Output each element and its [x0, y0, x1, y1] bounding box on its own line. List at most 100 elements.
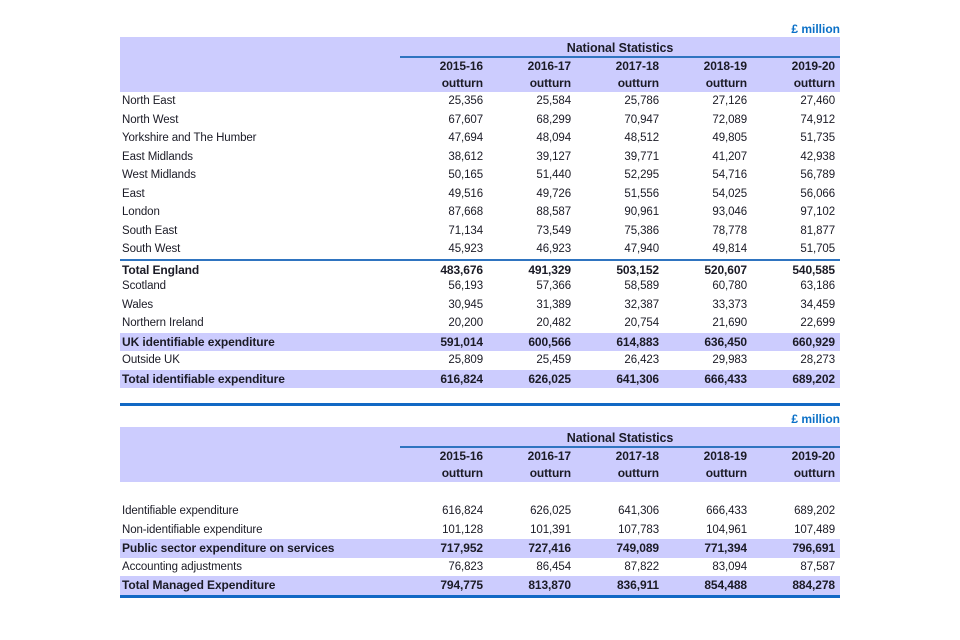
row-label: Identifiable expenditure — [122, 505, 239, 517]
table-row: Total England 483,676 491,329 503,152 520,60… — [120, 258, 840, 278]
row-label: Yorkshire and The Humber — [122, 132, 257, 144]
header-label-spacer — [120, 427, 400, 482]
cell-value: 25,459 — [536, 354, 571, 366]
cell-value: 491,329 — [528, 262, 571, 277]
row-label: Accounting adjustments — [122, 560, 242, 573]
cell-value: 104,961 — [706, 523, 747, 536]
column-sub-header: outturn — [441, 466, 483, 480]
cell-value: 26,423 — [624, 354, 659, 366]
cell-value: 76,823 — [448, 560, 483, 573]
cell-value: 520,607 — [704, 262, 747, 277]
cell-value: 87,587 — [800, 560, 835, 573]
cell-value: 60,780 — [712, 280, 747, 292]
cell-value: 38,612 — [448, 150, 483, 163]
row-label: Northern Ireland — [122, 317, 204, 329]
cell-value: 20,482 — [536, 317, 571, 329]
cell-value: 25,356 — [448, 95, 483, 107]
cell-value: 101,128 — [442, 523, 483, 536]
table-row: Total Managed Expenditure 794,775 813,870 8… — [120, 576, 840, 595]
cell-value: 50,165 — [448, 169, 483, 181]
cell-value: 49,814 — [712, 243, 747, 255]
table-bottom-rule — [120, 403, 840, 406]
column-year-headers: 2015-16 2016-17 2017-18 2018-19 2019-20 — [400, 448, 840, 465]
row-label: North East — [122, 95, 176, 107]
table-row: South West 45,923 46,923 47,940 49,814 51,705 — [120, 240, 840, 259]
column-sub-header: outturn — [529, 76, 571, 90]
cell-value: 81,877 — [800, 224, 835, 237]
cell-value: 45,923 — [448, 243, 483, 255]
cell-value: 33,373 — [712, 298, 747, 311]
cell-value: 49,805 — [712, 132, 747, 144]
table-body: North East 25,356 25,584 25,786 27,126 27,460… — [120, 92, 840, 388]
cell-value: 72,089 — [712, 113, 747, 126]
cell-value: 27,126 — [712, 95, 747, 107]
cell-value: 771,394 — [704, 541, 747, 555]
cell-value: 854,488 — [704, 578, 747, 592]
row-label: Public sector expenditure on services — [122, 541, 335, 555]
column-year-header: 2018-19 — [703, 59, 747, 73]
cell-value: 88,587 — [536, 206, 571, 218]
row-label: Scotland — [122, 280, 166, 292]
cell-value: 56,066 — [800, 187, 835, 200]
column-year-header: 2018-19 — [703, 449, 747, 463]
column-year-header: 2019-20 — [791, 59, 835, 73]
cell-value: 68,299 — [536, 113, 571, 126]
cell-value: 52,295 — [624, 169, 659, 181]
table-header-band: National Statistics 2015-16 2016-17 2017-1… — [120, 37, 840, 92]
cell-value: 70,947 — [624, 113, 659, 126]
row-label: Wales — [122, 298, 154, 311]
cell-value — [752, 482, 840, 502]
cell-value: 78,778 — [712, 224, 747, 237]
row-label: North West — [122, 113, 179, 126]
cell-value: 22,699 — [800, 317, 835, 329]
row-label: West Midlands — [122, 169, 196, 181]
total-managed-expenditure-table: £ million National Statistics 2015-16 201… — [120, 411, 840, 598]
cell-value: 641,306 — [616, 371, 659, 386]
cell-value: 56,789 — [800, 169, 835, 181]
column-sub-header: outturn — [793, 76, 835, 90]
cell-value: 25,809 — [448, 354, 483, 366]
cell-value: 641,306 — [618, 505, 659, 517]
row-label: Non-identifiable expenditure — [122, 523, 263, 536]
column-sub-header: outturn — [441, 76, 483, 90]
cell-value: 666,433 — [706, 505, 747, 517]
identifiable-expenditure-by-region-table: £ million National Statistics 2015-16 201… — [120, 21, 840, 406]
table-row: North East 25,356 25,584 25,786 27,126 27,460 — [120, 92, 840, 111]
header-label-spacer — [120, 37, 400, 92]
cell-value: 591,014 — [440, 334, 483, 349]
table-row: Non-identifiable expenditure 101,128 101,3… — [120, 521, 840, 540]
cell-value: 83,094 — [712, 560, 747, 573]
cell-value: 689,202 — [792, 371, 835, 386]
row-label: South West — [122, 243, 181, 255]
cell-value: 660,929 — [792, 334, 835, 349]
column-sub-headers: outturn outturn outturn outturn outturn — [400, 465, 840, 482]
cell-value: 689,202 — [794, 505, 835, 517]
column-year-header: 2017-18 — [615, 449, 659, 463]
cell-value: 636,450 — [704, 334, 747, 349]
cell-value: 86,454 — [536, 560, 571, 573]
cell-value — [488, 482, 576, 502]
cell-value: 39,127 — [536, 150, 571, 163]
cell-value: 107,489 — [794, 523, 835, 536]
cell-value: 46,923 — [536, 243, 571, 255]
cell-value: 600,566 — [528, 334, 571, 349]
group-header-rule — [400, 446, 840, 448]
cell-value: 20,200 — [448, 317, 483, 329]
column-year-headers: 2015-16 2016-17 2017-18 2018-19 2019-20 — [400, 58, 840, 75]
cell-value: 51,705 — [800, 243, 835, 255]
cell-value: 836,911 — [616, 578, 659, 592]
unit-label: £ million — [791, 22, 840, 36]
table-row: Outside UK 25,809 25,459 26,423 29,983 28,273 — [120, 351, 840, 370]
column-year-header: 2017-18 — [615, 59, 659, 73]
column-year-header: 2016-17 — [527, 59, 571, 73]
table-row: Wales 30,945 31,389 32,387 33,373 34,459 — [120, 296, 840, 315]
cell-value: 47,940 — [624, 243, 659, 255]
table-row: Identifiable expenditure 616,824 626,025 64… — [120, 502, 840, 521]
cell-value: 41,207 — [712, 150, 747, 163]
table-row: Yorkshire and The Humber 47,694 48,094 48,5… — [120, 129, 840, 148]
cell-value: 101,391 — [530, 523, 571, 536]
cell-value: 74,912 — [800, 113, 835, 126]
table-spacer-row — [120, 482, 840, 502]
column-year-header: 2015-16 — [439, 59, 483, 73]
header-columns-area: National Statistics 2015-16 2016-17 2017-1… — [400, 37, 840, 92]
